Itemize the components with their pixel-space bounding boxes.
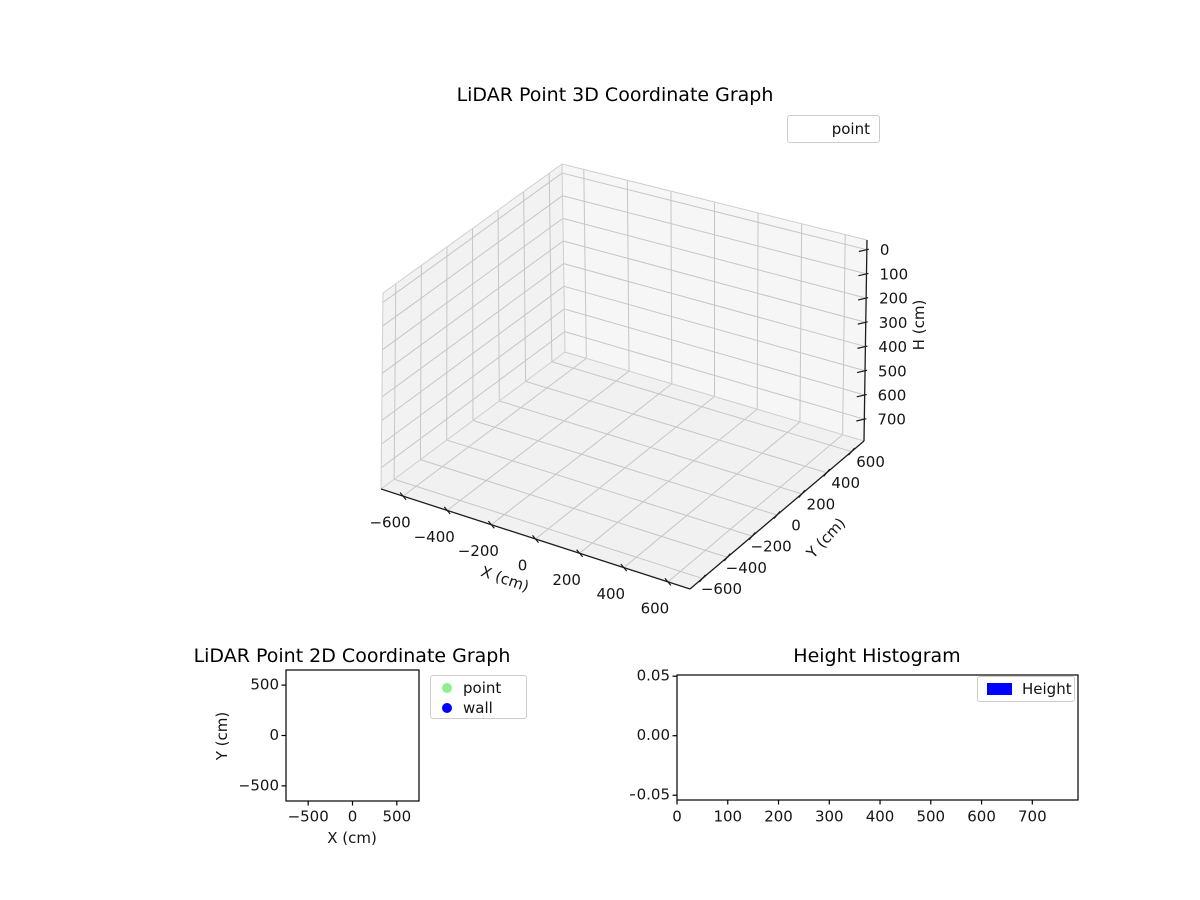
chart-3d-canvas: −600−400−2000200400600−600−400−200020040… <box>369 163 908 617</box>
svg-text:200: 200 <box>807 495 836 513</box>
svg-text:0: 0 <box>791 517 801 535</box>
legend-label: Height <box>1022 680 1072 698</box>
legend-item: point <box>433 678 520 698</box>
legend-label: point <box>831 120 870 138</box>
height-marker <box>987 683 1012 695</box>
svg-text:500: 500 <box>383 808 412 826</box>
point-marker <box>442 683 452 693</box>
svg-text:400: 400 <box>596 585 625 603</box>
svg-text:0: 0 <box>348 808 358 826</box>
chart-hist-legend: Height <box>977 676 1075 702</box>
svg-text:−200: −200 <box>751 538 792 556</box>
svg-text:−500: −500 <box>240 776 279 794</box>
chart-2d-canvas: −500 0 500 500 0 −500 <box>240 669 420 826</box>
empty-marker <box>796 122 832 136</box>
svg-text:600: 600 <box>967 808 996 826</box>
svg-text:400: 400 <box>831 474 860 492</box>
svg-text:400: 400 <box>866 808 895 826</box>
chart-3d-title: LiDAR Point 3D Coordinate Graph <box>456 84 774 106</box>
chart-2d-legend: point wall <box>430 675 527 719</box>
svg-text:100: 100 <box>713 808 742 826</box>
chart-2d-title: LiDAR Point 2D Coordinate Graph <box>193 645 511 667</box>
svg-text:500: 500 <box>250 676 279 694</box>
svg-text:−400: −400 <box>414 528 455 546</box>
svg-text:500: 500 <box>878 362 907 380</box>
svg-text:300: 300 <box>879 314 908 332</box>
svg-text:600: 600 <box>856 453 885 471</box>
svg-text:0.05: 0.05 <box>637 667 670 685</box>
legend-label: wall <box>463 699 493 717</box>
legend-item: wall <box>433 698 520 718</box>
svg-text:200: 200 <box>764 808 793 826</box>
svg-text:−600: −600 <box>701 580 742 598</box>
axis-label-z-3d: H (cm) <box>910 299 928 351</box>
svg-text:200: 200 <box>879 290 908 308</box>
svg-text:200: 200 <box>552 571 581 589</box>
svg-text:−200: −200 <box>458 542 499 560</box>
svg-text:0: 0 <box>269 726 279 744</box>
chart-hist-title: Height Histogram <box>793 645 961 667</box>
svg-text:−400: −400 <box>726 559 767 577</box>
svg-text:600: 600 <box>878 386 907 404</box>
axis-label-x-2d: X (cm) <box>327 829 377 847</box>
svg-text:600: 600 <box>641 599 670 617</box>
axis-label-y-2d: Y (cm) <box>213 711 231 761</box>
chart-3d-legend: point <box>787 115 880 143</box>
svg-text:700: 700 <box>877 411 906 429</box>
svg-text:−0.05: −0.05 <box>630 786 670 804</box>
wall-marker <box>442 703 452 713</box>
svg-text:300: 300 <box>815 808 844 826</box>
svg-text:0.00: 0.00 <box>637 726 670 744</box>
svg-text:0: 0 <box>880 241 890 259</box>
svg-text:100: 100 <box>879 265 908 283</box>
svg-text:−600: −600 <box>369 514 410 532</box>
svg-text:400: 400 <box>878 338 907 356</box>
svg-text:0: 0 <box>518 557 528 575</box>
legend-label: point <box>463 679 502 697</box>
svg-text:500: 500 <box>916 808 945 826</box>
svg-text:0: 0 <box>672 808 682 826</box>
svg-text:−500: −500 <box>288 808 329 826</box>
svg-text:700: 700 <box>1018 808 1047 826</box>
